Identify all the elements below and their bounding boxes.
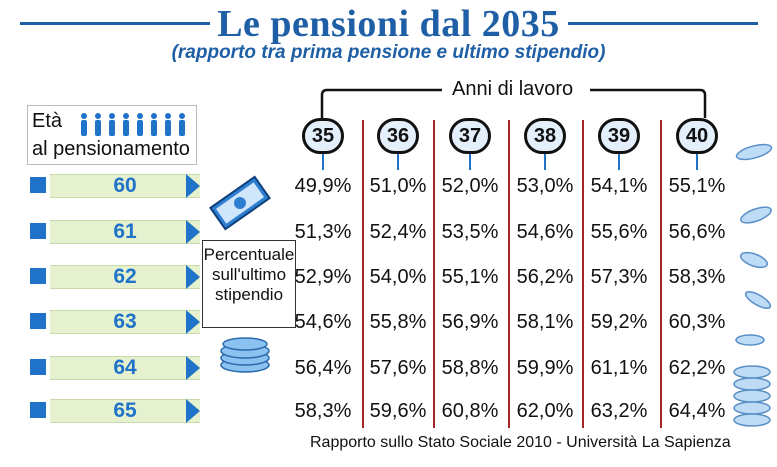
table-cell: 52,0% [441,175,499,197]
table-cell: 56,9% [441,311,499,333]
table-cell: 60,8% [441,400,499,422]
table-cell: 60,3% [668,311,726,333]
table-cell: 53,0% [516,175,574,197]
chart-subtitle: (rapporto tra prima pensione e ultimo st… [171,42,606,63]
age-row-label: 65 [30,399,200,423]
table-cell: 52,4% [369,221,427,243]
table-cell: 62,2% [668,357,726,379]
table-cell: 54,6% [516,221,574,243]
column-divider [433,120,435,428]
row-arrow-icon [186,399,200,423]
age-marker [30,313,46,329]
age-marker [30,359,46,375]
table-cell: 52,9% [294,266,352,288]
row-arrow-icon [186,356,200,380]
table-cell: 62,0% [516,400,574,422]
table-cell: 59,2% [590,311,648,333]
column-header: 37 [449,118,491,154]
coins-icon [220,337,270,373]
percentage-label-line-1: Percentuale [203,245,295,264]
table-cell: 57,3% [590,266,648,288]
table-cell: 57,6% [369,357,427,379]
column-divider [362,120,364,428]
table-cell: 49,9% [294,175,352,197]
table-cell: 56,4% [294,357,352,379]
percentage-label-line-2: sull'ultimo [211,265,287,284]
age-group-label-top: Età [32,110,63,132]
age-marker [30,223,46,239]
age-marker [30,402,46,418]
banknotes-icon [209,175,271,231]
age-row-label: 60 [30,174,200,198]
table-cell: 56,2% [516,266,574,288]
table-cell: 64,4% [668,400,726,422]
age-row-label: 61 [30,220,200,244]
row-arrow-icon [186,265,200,289]
age-label: 62 [50,265,200,289]
row-arrow-icon [186,220,200,244]
table-cell: 61,1% [590,357,648,379]
age-group-label-box: Età al pensionamento [27,105,197,165]
table-cell: 59,9% [516,357,574,379]
age-group-label-bottom: al pensionamento [32,138,190,160]
table-cell: 55,6% [590,221,648,243]
age-label: 63 [50,310,200,334]
table-cell: 54,1% [590,175,648,197]
x-group-label: Anni di lavoro [448,78,578,101]
table-cell: 55,1% [668,175,726,197]
title-rule-right [568,22,758,25]
column-header: 35 [302,118,344,154]
age-label: 60 [50,174,200,198]
age-row-label: 63 [30,310,200,334]
table-cell: 58,1% [516,311,574,333]
age-marker [30,177,46,193]
table-cell: 58,3% [668,266,726,288]
percentage-label-line-3: stipendio [214,285,284,304]
table-cell: 54,0% [369,266,427,288]
chart-title: Le pensioni dal 2035 [217,3,560,45]
table-cell: 55,1% [441,266,499,288]
age-label: 65 [50,399,200,423]
table-cell: 58,8% [441,357,499,379]
flying-coins-icon [733,143,773,427]
age-row-label: 62 [30,265,200,289]
row-arrow-icon [186,174,200,198]
table-cell: 54,6% [294,311,352,333]
table-cell: 53,5% [441,221,499,243]
table-cell: 56,6% [668,221,726,243]
column-divider [660,120,662,428]
age-label: 64 [50,356,200,380]
table-cell: 51,0% [369,175,427,197]
row-arrow-icon [186,310,200,334]
people-icon [81,113,185,136]
table-cell: 51,3% [294,221,352,243]
table-cell: 58,3% [294,400,352,422]
percentage-label-box: Percentuale sull'ultimo stipendio [202,240,296,328]
age-marker [30,268,46,284]
column-header: 40 [676,118,718,154]
age-row-label: 64 [30,356,200,380]
table-cell: 55,8% [369,311,427,333]
column-header: 39 [598,118,640,154]
age-label: 61 [50,220,200,244]
column-divider [508,120,510,428]
column-header: 36 [377,118,419,154]
column-header: 38 [524,118,566,154]
source-note: Rapporto sullo Stato Sociale 2010 - Univ… [310,434,731,451]
column-divider [582,120,584,428]
title-rule-left [20,22,210,25]
table-cell: 59,6% [369,400,427,422]
table-cell: 63,2% [590,400,648,422]
